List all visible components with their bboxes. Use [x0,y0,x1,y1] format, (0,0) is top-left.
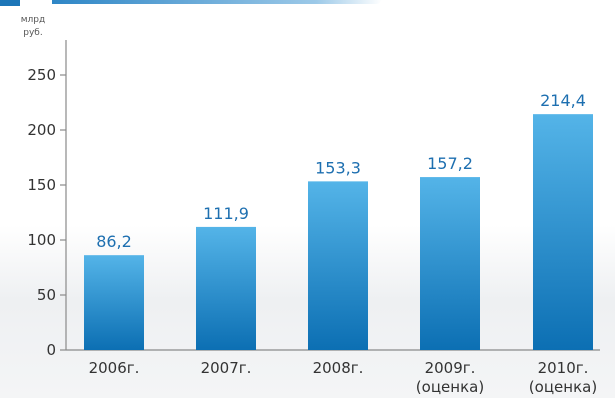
bar-value-label: 86,2 [96,232,132,251]
bar [308,181,368,350]
y-unit-label: руб. [23,28,42,38]
logo [0,0,20,6]
y-tick-label: 250 [27,66,56,84]
y-tick-label: 50 [37,286,56,304]
x-category-label: (оценка) [529,378,597,396]
bar [84,255,144,350]
y-tick-label: 150 [27,176,56,194]
x-category-label: 2010г. [538,359,589,377]
bar [196,226,256,350]
x-category-label: 2006г. [89,359,140,377]
x-category-label: 2007г. [201,359,252,377]
x-category-label: (оценка) [416,378,484,396]
bar-value-label: 111,9 [203,204,249,223]
title-bar [52,0,382,4]
x-category-label: 2008г. [313,359,364,377]
bar [420,177,480,350]
header-strip [0,0,615,7]
y-tick-label: 100 [27,231,56,249]
bar-value-label: 153,3 [315,158,361,177]
y-tick-label: 200 [27,121,56,139]
bar-value-label: 214,4 [540,91,586,110]
y-unit-label: млрд [21,15,45,25]
bar-value-label: 157,2 [427,154,473,173]
bar [533,114,593,350]
x-category-label: 2009г. [425,359,476,377]
y-tick-label: 0 [46,341,56,359]
